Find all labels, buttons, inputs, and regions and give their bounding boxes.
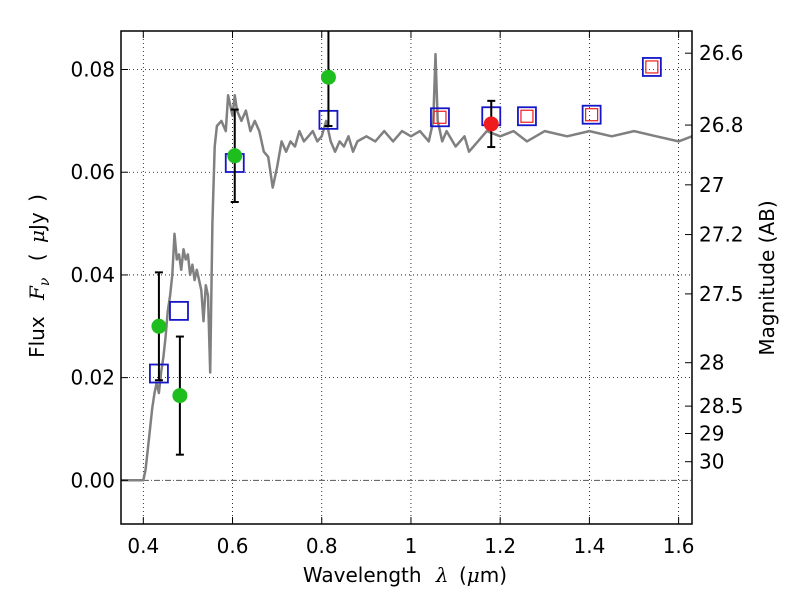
- model-photometry-square: [641, 57, 662, 77]
- model-photometry-square: [169, 300, 189, 321]
- photometry-square-red: [645, 60, 659, 74]
- y-axis-label: Flux Fν ( μJy ): [25, 194, 54, 358]
- observed-point: [227, 148, 243, 164]
- y2-axis-label: Magnitude (AB): [755, 200, 779, 355]
- x-axis-label-symbol: λ: [435, 563, 449, 587]
- x-axis-label-unit: m): [480, 563, 507, 587]
- x-tick-label: 1: [405, 534, 418, 558]
- mag-tick-label: 28: [699, 351, 724, 375]
- mag-tick-label: 27.2: [699, 223, 744, 247]
- observed-point: [172, 388, 188, 404]
- y-axis-label-unit: Jy: [25, 212, 49, 232]
- mag-tick-label: 27.5: [699, 282, 744, 306]
- y-axis-label-mu: μ: [25, 230, 49, 243]
- photometry-square-red: [520, 109, 534, 123]
- x-axis-label-mu: μ: [467, 563, 480, 587]
- y-axis-label-subscript: ν: [37, 277, 53, 286]
- mag-tick-label: 28.5: [699, 394, 744, 418]
- axis-ticks: 0.4 0.6 0.8 1 1.2 1.4 1.6 0.00 0.02 0.04 0.06 0.08 2…: [70, 31, 744, 558]
- plot-area: [121, 31, 692, 482]
- y-tick-label: 0.06: [70, 160, 115, 184]
- observed-point: [483, 116, 499, 132]
- photometry-square-red: [433, 110, 447, 124]
- x-tick-label: 1.2: [484, 534, 516, 558]
- x-tick-label: 0.6: [217, 534, 249, 558]
- model-photometry-square: [517, 106, 537, 127]
- y-tick-label: 0.08: [70, 58, 115, 82]
- y-tick-label: 0.02: [70, 366, 115, 390]
- model-sed-line: [121, 52, 692, 482]
- mag-tick-label: 27: [699, 173, 724, 197]
- x-axis-label: Wavelength λ (μm): [303, 563, 507, 587]
- x-tick-label: 0.8: [306, 534, 338, 558]
- x-tick-label: 0.4: [127, 534, 159, 558]
- mag-tick-label: 30: [699, 450, 724, 474]
- mag-tick-label: 26.6: [699, 41, 744, 65]
- y-axis-label-open: (: [25, 253, 49, 261]
- y-axis-label-symbol: F: [25, 285, 49, 301]
- model-photometry-square: [430, 107, 450, 128]
- x-tick-label: 1.4: [573, 534, 605, 558]
- mag-tick-label: 26.8: [699, 113, 744, 137]
- y-axis-label-text: Flux: [25, 316, 49, 358]
- y-tick-label: 0.04: [70, 263, 115, 287]
- y-tick-label: 0.00: [70, 468, 115, 492]
- x-axis-label-paren: (: [459, 563, 467, 587]
- axes-frame: [120, 30, 693, 525]
- mag-tick-label: 29: [699, 422, 724, 446]
- x-tick-label: 1.6: [663, 534, 695, 558]
- observed-point: [151, 318, 167, 334]
- model-photometry-square: [581, 104, 602, 125]
- photometry-square-red: [585, 108, 599, 122]
- x-axis-label-text: Wavelength: [303, 563, 422, 587]
- y-axis-label-close: ): [25, 194, 49, 202]
- grid: [121, 31, 692, 524]
- observed-point: [320, 69, 336, 85]
